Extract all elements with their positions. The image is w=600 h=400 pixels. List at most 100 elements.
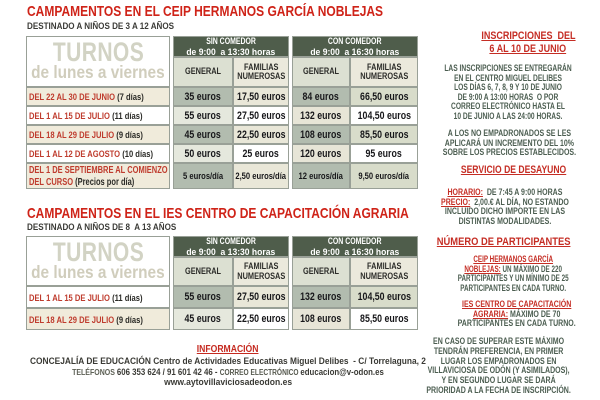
table-cell: 66,50 euros — [350, 87, 418, 106]
section1-title: CAMPAMENTOS EN EL CEIP HERMANOS GARCÍA N… — [27, 3, 472, 20]
column-title: GENERAL — [302, 66, 340, 77]
cell-text: DEL 22 AL 30 DE JUNIO (7 días) — [29, 90, 144, 103]
table-cell: 50 euros — [173, 144, 233, 163]
price-text: 2,50 euros/día — [235, 170, 287, 182]
correo-label: CORREO ELECTRÓNICO — [219, 368, 301, 377]
row-date-range: DEL 1 AL 12 DE AGOSTO — [29, 149, 121, 160]
cell-text: DEL 18 AL 29 DE JULIO (9 días) — [29, 313, 143, 326]
table-cell: 35 euros — [173, 87, 233, 106]
precio-label: PRECIO: — [441, 196, 471, 207]
table-cell: 132 euros — [292, 106, 350, 125]
table-cell: 17,50 euros — [233, 87, 289, 106]
weekdays-label: de lunes a viernes — [31, 261, 165, 282]
table1-col-header-familias-2: FAMILIAS NUMEROSAS — [350, 57, 418, 87]
group-title: CON COMEDOR — [328, 35, 382, 47]
cell-text: CEIP HERMANOS GARCÍA NOBLEJAS: UN MÁXIMO… — [458, 254, 569, 293]
heading-text: INSCRIPCIONES DEL — [480, 30, 576, 42]
column-title: FAMILIAS NUMEROSAS — [360, 261, 408, 281]
heading-text: NÚMERO DE PARTICIPANTES — [437, 236, 571, 248]
subtitle-text: DESTINADO A NIÑOS DE 8 A 13 AÑOS — [27, 222, 177, 233]
ceip-text: PARTICIPANTES EN CADA TURNO. — [460, 282, 566, 293]
row-duration-note: (7 días) — [115, 92, 144, 103]
group-title: SIN COMEDOR — [206, 235, 256, 247]
price-text: 104,50 euros — [357, 109, 411, 122]
cell-text: CONCEJALÍA DE EDUCACIÓN Centro de Activi… — [30, 357, 426, 367]
group-hours: de 9:00 a 16:30 horas — [310, 246, 400, 257]
sidebar-paragraph-preferencia: EN CASO DE SUPERAR ESTE MÁXIMO TENDRÁN P… — [411, 336, 587, 396]
concejalia-label: CONCEJALÍA DE EDUCACIÓN — [30, 356, 151, 367]
table-cell: 95 euros — [350, 144, 418, 163]
table-cell: 45 euros — [173, 308, 233, 330]
main-column: CAMPAMENTOS EN EL CEIP HERMANOS GARCÍA N… — [26, 0, 426, 400]
price-text: 35 euros — [184, 90, 222, 103]
ies-label: IES CENTRO DE CAPACITACIÓN — [462, 299, 572, 309]
price-text: 22,50 euros — [236, 313, 286, 325]
table-cell: 22,50 euros — [233, 308, 289, 330]
paragraph-text: A LOS NO EMPADRONADOS SE LES APLICARÁ UN… — [442, 128, 576, 157]
price-text: 5 euros/día — [182, 170, 224, 182]
group-hours: de 9:00 a 13:30 horas — [186, 46, 276, 57]
sidebar-heading-desayuno: SERVICIO DE DESAYUNO — [426, 164, 600, 177]
cell-text: DEL 1 AL 12 DE AGOSTO (10 días) — [29, 147, 153, 160]
row-duration-note: (9 días) — [116, 314, 143, 326]
ies-text: MÁXIMO DE 70 — [508, 308, 561, 319]
cell-text: DEL 1 AL 15 DE JULIO (11 días) — [29, 109, 143, 122]
heading-text: SERVICIO DE DESAYUNO — [461, 164, 567, 176]
sidebar-paragraph-ceip: CEIP HERMANOS GARCÍA NOBLEJAS: UN MÁXIMO… — [425, 254, 600, 293]
footer-heading: INFORMACIÓN — [26, 344, 430, 355]
horario-label: HORARIO: — [447, 187, 483, 197]
table-cell: 104,50 euros — [350, 106, 418, 125]
table2-group-header-con-comedor: CON COMEDOR de 9:00 a 16:30 horas — [292, 236, 418, 257]
sidebar-heading-participantes: NÚMERO DE PARTICIPANTES — [416, 236, 592, 249]
table-cell: 27,50 euros — [233, 286, 289, 308]
cell-text: IES CENTRO DE CAPACITACIÓN AGRARIA: MÁXI… — [458, 299, 576, 329]
ceip-label: NOBLEJAS: — [464, 263, 501, 274]
table-cell: 120 euros — [292, 144, 350, 163]
sidebar-paragraph-inscripciones: LAS INSCRIPCIONES SE ENTREGARÁN EN EL CE… — [420, 63, 596, 121]
price-text: 9,50 euros/día — [358, 170, 410, 182]
sidebar-paragraph-ies: IES CENTRO DE CAPACITACIÓN AGRARIA: MÁXI… — [429, 299, 600, 329]
precio-text: DISTINTAS MODALIDADES. — [458, 215, 552, 226]
price-text: 85,50 euros — [359, 313, 409, 325]
ceip-text: UN MÁXIMO DE 220 — [500, 263, 562, 274]
cell-text: HORARIO: DE 7:45 A 9:00 HORAS PRECIO: 2,… — [441, 187, 569, 226]
row-duration-note: (9 días) — [114, 315, 143, 326]
address-text: Centro de Actividades Educativas Miguel … — [150, 356, 426, 367]
footer: INFORMACIÓN CONCEJALÍA DE EDUCACIÓN Cent… — [26, 344, 430, 388]
column-title: GENERAL — [184, 265, 222, 276]
table-cell: 132 euros — [292, 286, 350, 308]
table2-col-header-familias-1: FAMILIAS NUMEROSAS — [233, 257, 289, 286]
row-duration-note: (10 días) — [120, 149, 153, 160]
group-title: SIN COMEDOR — [206, 35, 256, 47]
row-duration-note: (10 días) — [122, 149, 154, 160]
table-cell: 55 euros — [173, 106, 233, 125]
row-duration-note: (7 días) — [117, 92, 144, 103]
table-row-label: DEL 18 AL 29 DE JULIO (9 días) — [26, 125, 170, 144]
ies-label: AGRARIA: — [473, 308, 509, 319]
row-date-range: DEL 1 AL 15 DE JULIO — [29, 111, 110, 122]
horario-text: DE 7:45 A 9:00 HORAS — [482, 187, 563, 197]
table-cell: 108 euros — [292, 308, 350, 330]
price-text: 45 euros — [184, 313, 222, 325]
sidebar-heading-inscripciones: INSCRIPCIONES DEL 6 AL 10 DE JUNIO — [440, 30, 600, 56]
telefonos-label: TELÉFONOS — [72, 367, 117, 377]
row-duration-note: (11 días) — [110, 292, 143, 304]
column-title: GENERAL — [302, 265, 340, 276]
section1-price-table: TURNOS de lunes a viernes SIN COMEDOR de 9… — [26, 36, 418, 189]
row-date-range: DEL 22 AL 30 DE JUNIO — [29, 92, 116, 103]
table2-col-header-familias-2: FAMILIAS NUMEROSAS — [350, 257, 418, 286]
email-address: educacion@v-odon.es — [300, 367, 384, 378]
table-cell: 25 euros — [233, 144, 289, 163]
price-text: 55 euros — [184, 291, 222, 303]
section2-title: CAMPAMENTOS EN EL IES CENTRO DE CAPACITA… — [27, 205, 504, 222]
row-duration-note: (11 días) — [112, 292, 143, 304]
section2-price-table: TURNOS de lunes a viernes SIN COMEDOR de 9… — [26, 236, 418, 330]
heading-text: 6 AL 10 DE JUNIO — [489, 43, 567, 55]
title-text: CAMPAMENTOS EN EL IES CENTRO DE CAPACITA… — [27, 205, 409, 222]
table-cell: 85,50 euros — [350, 125, 418, 144]
table-cell: 104,50 euros — [350, 286, 418, 308]
section2-subtitle: DESTINADO A NIÑOS DE 8 A 13 AÑOS — [27, 222, 203, 233]
table-cell: 45 euros — [173, 125, 233, 144]
row-duration-note: (Precios por día) — [73, 177, 134, 188]
information-heading: INFORMACIÓN — [197, 343, 259, 355]
